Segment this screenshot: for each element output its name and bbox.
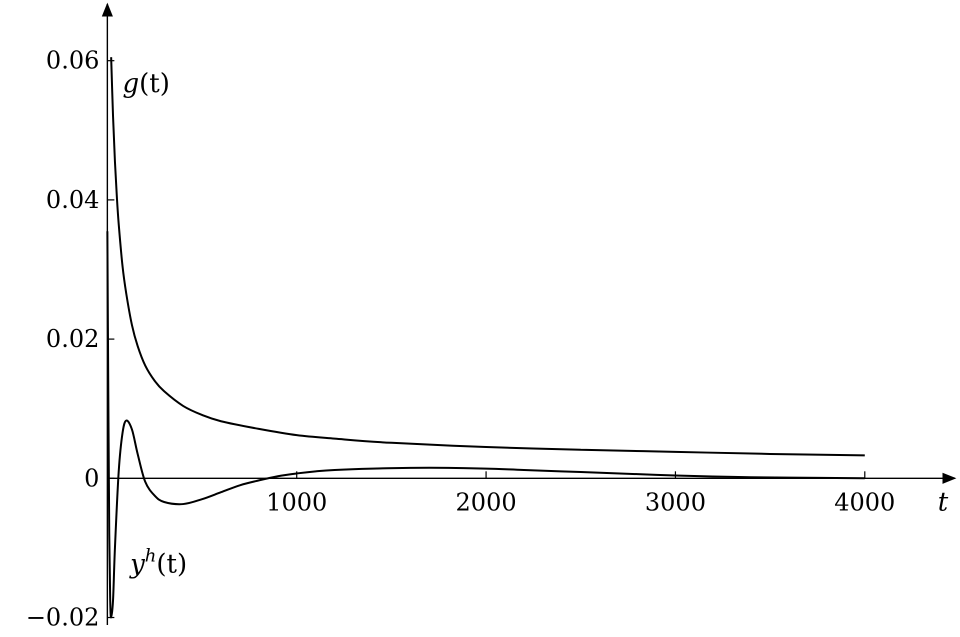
series-label-yh: yh(t): [129, 545, 187, 579]
y-tick-label: 0.04: [46, 186, 99, 214]
series-line-yh: [106, 231, 865, 619]
series-label-superscript: h: [145, 545, 157, 566]
series-label-symbol: y: [129, 549, 145, 579]
y-tick-label: 0.06: [46, 47, 99, 75]
ticks: 1000 2000 3000 4000 −0.02 0 0.02 0.04 0.06: [26, 47, 896, 632]
series-label-symbol: g: [123, 69, 140, 99]
x-axis-label: t: [938, 487, 949, 517]
x-tick-label: 4000: [834, 488, 895, 516]
series-label-argument: (t): [156, 549, 187, 579]
y-tick-label: 0.02: [46, 325, 99, 353]
x-tick-label: 3000: [645, 488, 706, 516]
series-label-argument: (t): [139, 69, 170, 99]
series-label-g: g(t): [123, 69, 170, 99]
series: [106, 57, 865, 619]
axes: [101, 2, 957, 625]
x-tick-label: 1000: [266, 488, 327, 516]
x-tick-label: 2000: [456, 488, 517, 516]
y-tick-label: −0.02: [26, 604, 100, 632]
series-line-g: [110, 57, 865, 457]
y-tick-label: 0: [84, 464, 99, 492]
labels: tg(t)yh(t): [123, 69, 949, 579]
